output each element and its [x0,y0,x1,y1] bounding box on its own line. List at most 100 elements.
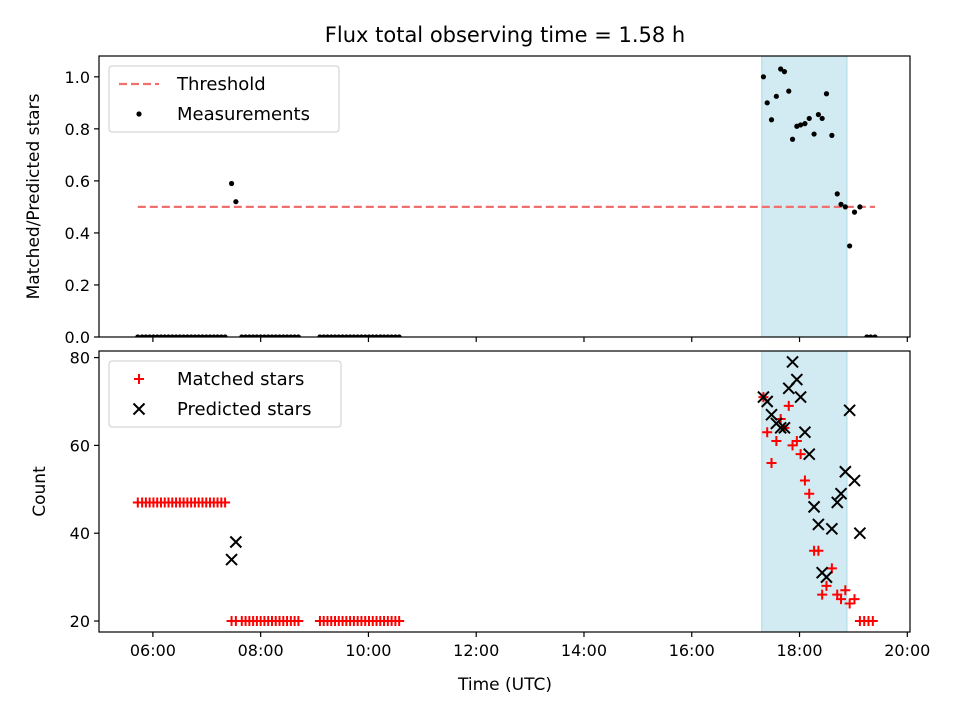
series-1-1-point-18 [825,522,839,536]
series-1-1-point-14 [807,500,821,514]
x-tick-label: 10:00 [345,641,391,660]
series-0-0-point-82 [838,201,844,207]
x-tick-label: 18:00 [776,641,822,660]
series-1-0-point-65 [762,427,773,438]
series-1-0-point-75 [804,488,815,499]
series-1-0-point-72 [791,436,802,447]
series-1-0-point-78 [817,589,828,600]
y-axis-label-1: Count [30,466,50,517]
legend-label: Matched stars [177,369,304,390]
series-0-0-point-23 [222,334,228,337]
y-tick-label: 0.8 [65,120,90,139]
series-0-0-point-73 [798,122,804,128]
legend-1: Matched stars Predicted stars [108,360,342,428]
series-0-0-point-71 [789,136,796,142]
x-tick-label: 20:00 [884,641,930,660]
series-1-0-point-67 [771,436,782,447]
series-1-1-point-9 [786,355,799,369]
highlight-span-1 [761,351,848,632]
panel-0-data [135,56,878,337]
series-matched-stars [132,392,878,627]
y-axis-label-0: Matched/Predicted stars [24,93,44,299]
series-0-0-point-24 [228,180,235,187]
series-0-0-point-66 [768,117,775,123]
series-0-0-point-81 [834,191,840,197]
y-tick-label: 20 [70,612,90,631]
series-1-1-point-24 [853,527,867,540]
series-1-1-point-22 [843,404,856,417]
series-0-0-point-74 [802,121,808,127]
panel-1-data [132,351,878,632]
series-0-0-point-85 [851,209,858,215]
series-0-0-point-83 [842,204,848,210]
series-1-1-point-12 [798,426,812,439]
series-1-1-point-17 [820,570,833,584]
y-tick-label: 0.4 [65,224,90,243]
series-1-0-point-74 [799,475,810,486]
series-1-0-point-70 [783,400,794,411]
series-1-0-point-82 [836,594,847,605]
legend-marker-point-0 [134,374,144,384]
series-1-1-point-3 [760,395,774,408]
series-0-0-point-88 [868,334,874,337]
series-1-0-point-83 [840,585,851,596]
series-0-0-point-69 [781,69,788,75]
series-1-1-point-19 [831,496,844,509]
series-0-0-point-89 [872,334,878,337]
series-1-0-point-77 [813,545,824,556]
series-1-0-point-89 [867,616,878,627]
x-tick-label: 14:00 [561,641,607,660]
legend-label: Predicted stars [177,399,311,420]
series-0-0-point-86 [857,204,863,210]
series-0-0-point-65 [764,100,770,106]
series-1-1-point-4 [765,408,778,421]
legend-marker-point-1 [132,402,146,416]
y-tick-label: 40 [70,524,90,543]
panel-0-frame [98,55,911,338]
series-measurements [135,66,878,337]
count-panel: 06:00 08:00 10:00 12:00 14:00 16:00 18:00 20:00… [30,349,930,660]
series-0-0-point-25 [233,199,239,205]
series-0-0-point-80 [829,132,835,138]
chart-title: Flux total observing time = 1.58 h [325,23,685,47]
series-predicted-stars [225,355,867,584]
series-0-0-point-84 [847,243,853,249]
legend-label: Threshold [176,74,266,95]
legend-box [108,65,340,133]
series-1-0-point-63 [394,616,405,627]
series-1-1-point-20 [834,487,848,500]
series-0-0-point-68 [778,66,784,72]
y-tick-label: 0.6 [65,172,90,191]
ratio-panel: 0.0 0.2 0.4 0.6 0.8 1.0 Matched/Predicted star… [24,55,911,347]
series-1-0-point-85 [849,594,860,605]
series-0-0-point-70 [786,88,792,94]
x-axis-label: Time (UTC) [457,675,552,695]
legend-label: Measurements [177,104,310,125]
series-1-0-point-84 [844,598,855,609]
x-tick-label: 16:00 [669,641,715,660]
series-0-0-point-0 [135,334,141,337]
series-1-1-point-13 [803,447,816,461]
y-tick-label: 1.0 [65,68,90,87]
panel-1-frame [98,350,911,633]
series-1-0-point-41 [293,616,304,627]
x-tick-label: 08:00 [238,641,284,660]
series-1-0-point-66 [766,457,777,468]
series-0-0-point-41 [295,334,301,337]
series-1-1-point-23 [848,474,861,487]
series-0-0-point-76 [811,131,817,137]
series-0-0-point-64 [760,74,767,80]
series-0-0-point-75 [806,115,812,122]
series-1-1-point-15 [812,518,825,531]
y-tick-label: 0.0 [65,328,90,347]
series-1-1-point-11 [794,390,807,404]
series-1-1-point-6 [774,421,787,435]
legend-0: Threshold Measurements [108,65,340,133]
series-1-0-point-79 [821,580,832,591]
series-1-1-point-7 [778,421,791,435]
y-tick-label: 0.2 [65,276,90,295]
series-1-1-point-0 [225,553,238,566]
highlight-span-0 [761,56,848,337]
y-tick-label: 80 [70,349,90,368]
